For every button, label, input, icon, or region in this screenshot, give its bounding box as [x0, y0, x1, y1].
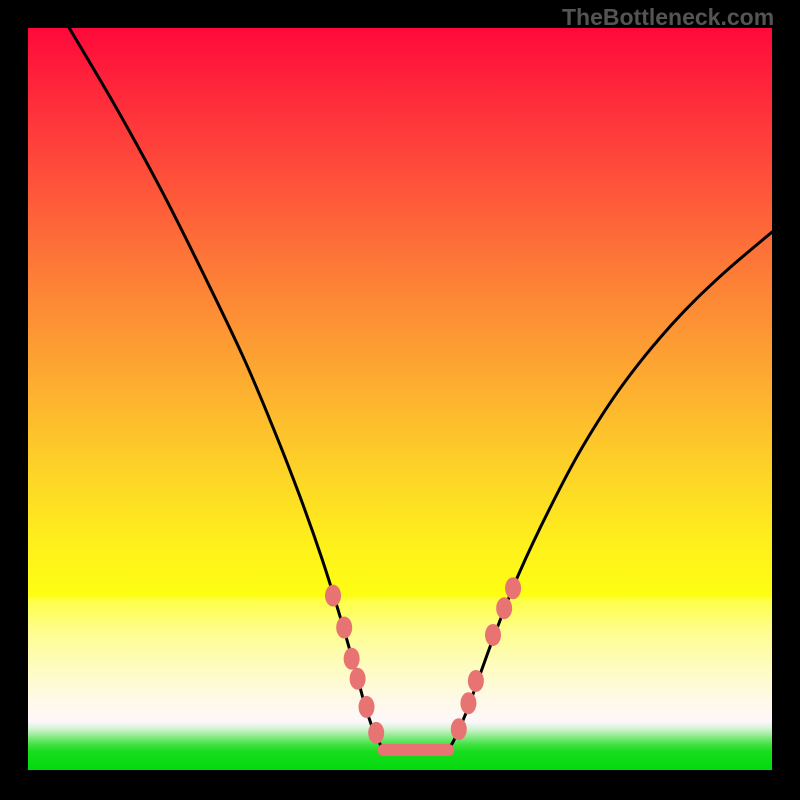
data-point — [460, 692, 476, 714]
data-point — [350, 668, 366, 690]
data-point — [451, 718, 467, 740]
data-point — [505, 577, 521, 599]
data-point — [368, 722, 384, 744]
gradient-background — [28, 28, 772, 770]
data-point — [325, 585, 341, 607]
bottleneck-chart — [28, 28, 772, 770]
frame-left — [0, 0, 28, 800]
data-point — [344, 648, 360, 670]
watermark-text: TheBottleneck.com — [562, 4, 774, 31]
data-point — [336, 617, 352, 639]
frame-right — [772, 0, 800, 800]
data-point — [468, 670, 484, 692]
data-point — [485, 624, 501, 646]
data-point — [359, 696, 375, 718]
frame-bottom — [0, 770, 800, 800]
data-point — [496, 597, 512, 619]
